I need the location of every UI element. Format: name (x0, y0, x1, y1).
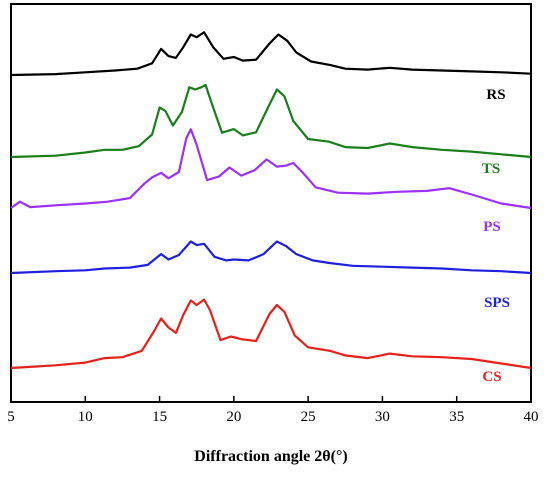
x-tick-label: 15 (152, 409, 167, 425)
series-line-ts (10, 83, 532, 159)
series-label-cs: CS (482, 369, 501, 385)
series-label-ps: PS (483, 219, 501, 235)
series-layer (10, 31, 532, 370)
x-tick-label: 20 (226, 409, 241, 425)
x-tick-label: 10 (78, 409, 93, 425)
plot-frame (10, 3, 532, 403)
x-axis-title: Diffraction angle 2θ(°) (194, 448, 347, 465)
series-line-rs (10, 31, 532, 77)
series-label-rs: RS (486, 87, 505, 103)
series-line-sps (10, 240, 532, 275)
x-tick-label: 30 (375, 409, 390, 425)
series-label-sps: SPS (484, 295, 510, 311)
series-line-cs (10, 298, 532, 370)
x-tick-label: 35 (449, 409, 464, 425)
series-label-ts: TS (482, 161, 500, 177)
series-line-ps (10, 128, 532, 210)
x-tick-label: 5 (7, 409, 15, 425)
series-labels: RS TS PS SPS CS (482, 87, 510, 385)
x-tick-label: 40 (524, 409, 539, 425)
x-tick-label: 25 (301, 409, 316, 425)
x-axis: 5 10 15 20 25 30 35 40 (7, 396, 539, 425)
